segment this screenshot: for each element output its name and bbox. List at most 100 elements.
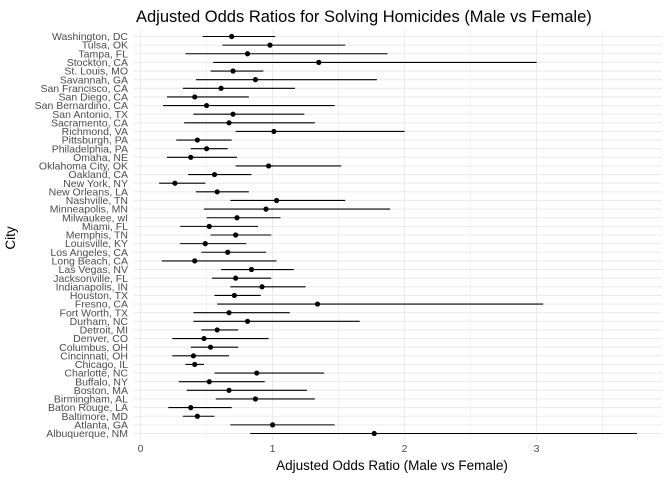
y-tick-label: Durham, NC — [70, 316, 129, 328]
y-tick-label: Detroit, MI — [80, 325, 128, 337]
estimate-point — [192, 94, 198, 100]
y-tick-label: Fresno, CA — [75, 299, 128, 311]
y-tick-label: Memphis, TN — [66, 230, 128, 242]
estimate-point — [252, 77, 259, 83]
y-tick-label: Minneapolis, MN — [50, 204, 128, 216]
estimate-point — [266, 163, 272, 169]
estimate-point — [204, 102, 210, 109]
y-tick-label: Boston, MA — [74, 385, 128, 397]
estimate-point — [231, 292, 237, 299]
estimate-point — [371, 430, 377, 437]
estimate-point — [207, 344, 214, 350]
x-tick-label: 1 — [270, 443, 276, 455]
y-tick-label: Denver, CO — [73, 333, 128, 345]
y-tick-label: Milwaukee, wI — [62, 212, 128, 224]
estimate-point — [188, 154, 194, 160]
estimate-point — [211, 171, 218, 178]
y-tick-label: Sacramento, CA — [51, 117, 128, 129]
data-marks — [159, 33, 637, 437]
y-tick-label: Baltimore, MD — [61, 411, 128, 423]
estimate-point — [316, 59, 322, 65]
estimate-point — [206, 379, 212, 385]
estimate-point — [225, 249, 231, 255]
y-tick-label: Philadelphia, PA — [52, 143, 128, 155]
y-tick-label: Houston, TX — [70, 290, 128, 302]
y-tick-label: Washington, DC — [52, 31, 128, 43]
y-tick-label: New York, NY — [63, 178, 128, 190]
y-tick-label: Baton Rouge, LA — [48, 402, 128, 414]
y-tick-label: Columbus, OH — [59, 342, 128, 354]
estimate-point — [234, 215, 240, 221]
estimate-point — [233, 232, 239, 238]
y-tick-label: St. Louis, MO — [64, 66, 128, 78]
estimate-point — [226, 120, 232, 126]
estimate-point — [259, 284, 265, 290]
y-tick-label: Atlanta, GA — [74, 419, 128, 431]
estimate-point — [172, 180, 178, 186]
estimate-point — [192, 258, 198, 264]
x-tick-label: 0 — [138, 443, 144, 455]
y-tick-label: Buffalo, NY — [75, 376, 128, 388]
y-tick-label: Miami, FL — [82, 221, 128, 233]
y-tick-label: Las Vegas, NV — [59, 264, 128, 276]
y-tick-label: San Antonio, TX — [52, 109, 128, 121]
estimate-point — [201, 335, 207, 342]
estimate-point — [202, 241, 208, 247]
chart-title: Adjusted Odds Ratios for Solving Homicid… — [136, 8, 592, 26]
estimate-point — [248, 266, 255, 273]
estimate-point — [190, 353, 196, 359]
estimate-point — [244, 51, 251, 57]
y-tick-label: Omaha, NE — [73, 152, 128, 164]
estimate-point — [244, 318, 251, 324]
y-tick-label: Birmingham, AL — [54, 394, 128, 406]
estimate-point — [188, 405, 194, 411]
estimate-point — [252, 396, 259, 402]
estimate-point — [230, 68, 236, 74]
y-tick-label: Charlotte, NC — [64, 368, 128, 380]
estimate-point — [226, 387, 232, 393]
estimate-point — [273, 197, 280, 204]
y-tick-label: Louisville, KY — [65, 238, 128, 250]
x-tick-label: 2 — [402, 443, 408, 455]
estimate-point — [218, 85, 224, 91]
estimate-point — [214, 189, 220, 195]
estimate-point — [230, 111, 236, 117]
y-tick-label: Los Angeles, CA — [50, 247, 128, 259]
y-tick-label: Savannah, GA — [60, 74, 128, 86]
y-tick-label: Oklahoma City, OK — [39, 161, 128, 173]
estimate-point — [192, 361, 198, 368]
y-tick-label: Oakland, CA — [68, 169, 128, 181]
estimate-point — [270, 422, 276, 428]
y-tick-label: Fort Worth, TX — [60, 307, 128, 319]
y-tick-label: Pittsburgh, PA — [62, 135, 128, 147]
y-axis-title: City — [3, 226, 18, 249]
y-tick-label: Jacksonville, FL — [53, 273, 128, 285]
estimate-point — [229, 33, 235, 40]
y-tick-label: Cincinnati, OH — [60, 350, 128, 362]
estimate-point — [314, 301, 321, 307]
estimate-point — [194, 413, 200, 419]
y-tick-label: New Orleans, LA — [49, 186, 128, 198]
y-tick-label: San Bernardino, CA — [35, 100, 128, 112]
y-tick-label: Indianapolis, IN — [56, 281, 128, 293]
x-axis-title: Adjusted Odds Ratio (Male vs Female) — [276, 458, 508, 473]
estimate-point — [254, 370, 260, 376]
y-tick-label: Stockton, CA — [67, 57, 128, 69]
y-tick-label: Tampa, FL — [78, 48, 128, 60]
estimate-point — [226, 310, 232, 316]
estimate-point — [214, 327, 220, 333]
estimate-point — [263, 206, 269, 212]
x-axis-tick-labels: 0 1 2 3 — [138, 443, 540, 455]
y-tick-label: Richmond, VA — [62, 126, 128, 138]
y-tick-label: Nashville, TN — [66, 195, 128, 207]
y-tick-label: Albuquerque, NM — [46, 428, 128, 440]
x-tick-label: 3 — [534, 443, 540, 455]
estimate-point — [194, 137, 200, 143]
y-tick-label: Tulsa, OK — [82, 40, 128, 52]
y-tick-label: San Francisco, CA — [40, 83, 128, 95]
y-tick-label: Long Beach, CA — [52, 255, 128, 267]
estimate-point — [206, 223, 212, 229]
estimate-point — [204, 146, 210, 152]
